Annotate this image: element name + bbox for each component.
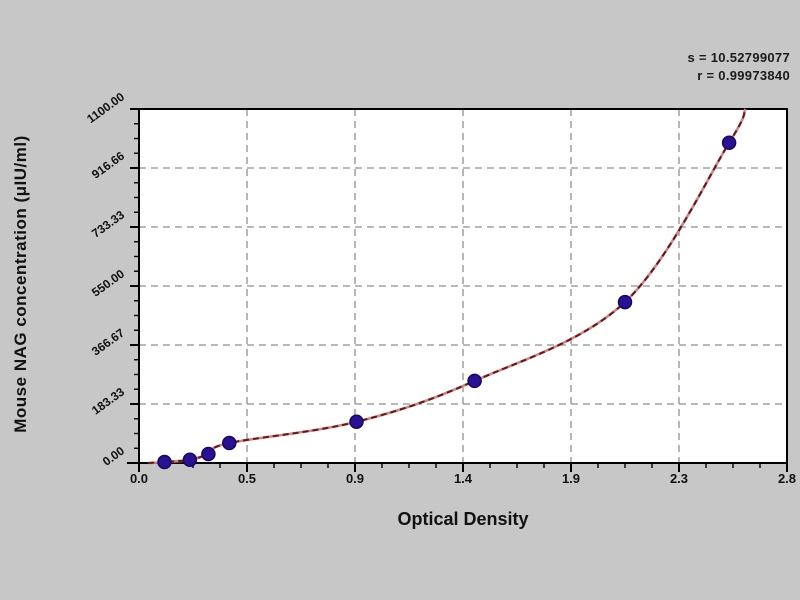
data-point-marker [721, 135, 737, 151]
data-point-marker [182, 452, 198, 468]
x-tick-label: 0.9 [345, 471, 365, 486]
x-tick-label: 0.0 [129, 471, 149, 486]
data-point-marker [467, 373, 482, 389]
fit-stat-r: r = 0.99973840 [697, 68, 790, 83]
x-tick-label: 1.4 [453, 471, 473, 486]
x-tick-label: 2.8 [777, 471, 797, 486]
data-point-marker [222, 435, 237, 451]
data-point-marker [157, 454, 172, 470]
data-point-marker [349, 414, 364, 430]
x-tick-label: 0.5 [237, 471, 257, 486]
x-axis-title: Optical Density [397, 509, 529, 529]
x-tick-label: 2.3 [669, 471, 689, 486]
y-axis-title: Mouse NAG concentration (μIU/ml) [11, 135, 30, 433]
data-point-marker [201, 446, 216, 462]
data-point-marker [617, 294, 633, 310]
fit-stat-s: s = 10.52799077 [687, 50, 790, 65]
x-tick-label: 1.9 [561, 471, 581, 486]
